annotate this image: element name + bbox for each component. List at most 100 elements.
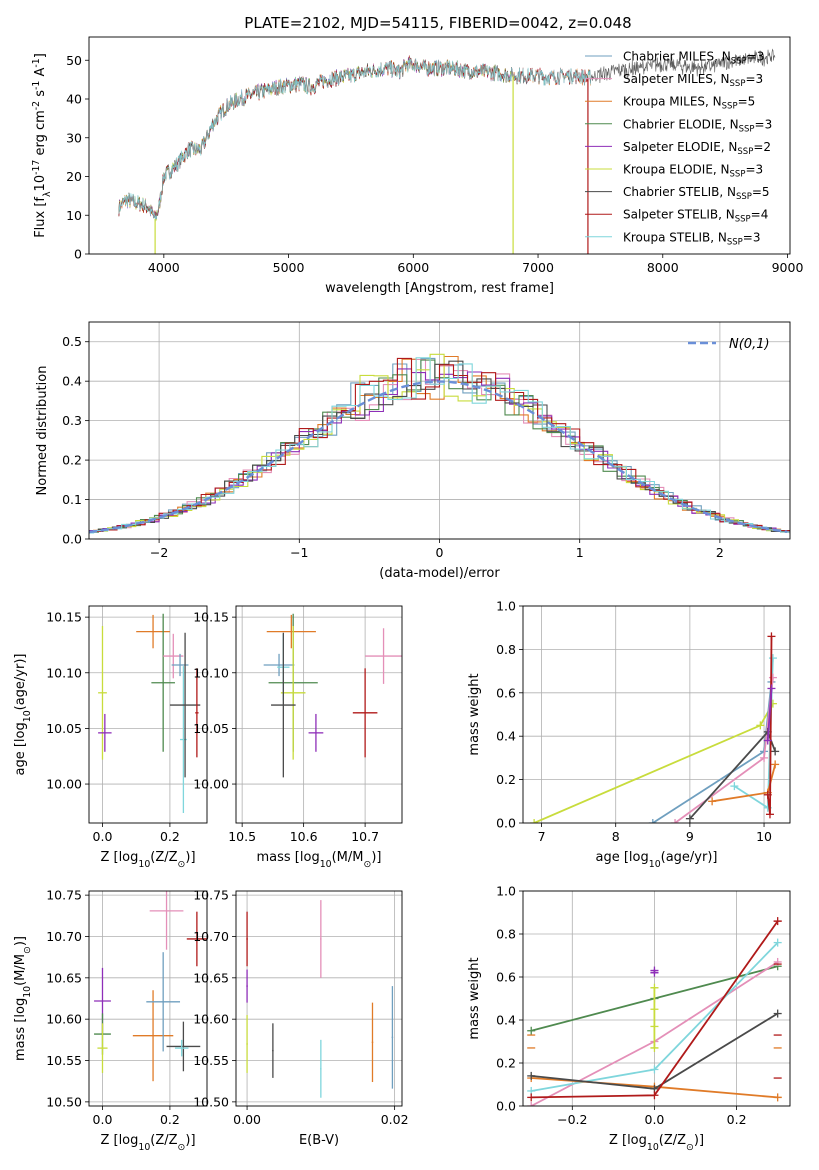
legend-entry: Chabrier MILES, NSSP=3 [623, 50, 764, 67]
y-tick-label: 30 [66, 130, 82, 145]
gaussian-curve [89, 380, 788, 534]
legend-text: Salpeter MILES, N [623, 72, 730, 86]
spectrum-line [118, 56, 514, 221]
y-tick-label: 0.0 [496, 1099, 516, 1114]
label-part: age [log [13, 722, 28, 775]
axes-spectrum: 4000 5000 6000 7000 8000 9000 0 10 20 30 40 50 wavel… [31, 36, 803, 296]
label-part: Z [log [100, 1133, 138, 1148]
label-script: λ [42, 191, 53, 197]
x-tick-label: 9 [686, 829, 694, 844]
x-tick-label: 0.0 [645, 1112, 665, 1127]
axes-weight_vs_Z: −0.2 0.0 0.2 0.0 0.2 0.4 0.6 0.8 1.0 Z [log10​(Z/… [467, 884, 791, 1153]
x-tick-label: −2 [150, 545, 168, 560]
y-tick-label: 10.50 [193, 1094, 229, 1109]
axes-mass_vs_EBV: 0.00 0.02 10.50 10.55 10.60 10.65 10.70 10.75 E(… [193, 888, 408, 1148]
label-script: ⊙ [178, 859, 186, 870]
legend-entry: Salpeter ELODIE, NSSP=2 [623, 140, 771, 157]
x-tick-label: 1 [576, 545, 584, 560]
y-tick-label: 10.15 [193, 610, 229, 625]
spectrum-line [118, 57, 591, 222]
x-tick-label: 0 [436, 545, 444, 560]
label-script: -2 [31, 101, 42, 110]
label-part: erg cm [33, 110, 48, 159]
axes-frame [88, 890, 208, 1107]
y-tick-label: 10.50 [46, 1094, 82, 1109]
y-tick-label: 40 [66, 92, 82, 107]
label-part: )] [13, 936, 28, 946]
legend-n: =2 [753, 140, 771, 154]
legend-entry: Kroupa MILES, NSSP=5 [623, 95, 755, 112]
y-tick-label: 50 [66, 53, 82, 68]
x-tick-label: 8 [612, 829, 620, 844]
label-part: Normed distribution [35, 366, 50, 496]
x-axis-label: mass [log10​(M/M⊙​)] [257, 850, 382, 870]
x-tick-label: 5000 [273, 260, 305, 275]
legend-n: =3 [747, 50, 765, 64]
label-part: E(B-V) [299, 1133, 339, 1148]
legend-n: =3 [745, 163, 763, 177]
weight-line [766, 688, 773, 741]
plots-layer: 4000 5000 6000 7000 8000 900001020304050wavel… [13, 36, 803, 1153]
label-part: A [33, 68, 48, 81]
x-tick-label: 10.7 [351, 829, 379, 844]
y-tick-label: 10.55 [193, 1053, 229, 1068]
y-tick-label: 10.75 [46, 888, 82, 903]
label-script: -17 [31, 160, 42, 175]
label-part: Z [log [609, 1133, 647, 1148]
x-tick-label: 2 [716, 545, 724, 560]
plot-area-age_vs_mass [263, 613, 402, 778]
y-tick-label: 0.8 [496, 927, 516, 942]
legend-n: =3 [745, 72, 763, 86]
plot-area-residuals [89, 353, 790, 535]
legend-entry: N(0,1) [729, 337, 770, 352]
legend-entry: Salpeter MILES, NSSP=3 [623, 72, 763, 89]
legend-sub: SSP [730, 170, 746, 180]
histogram-series [89, 359, 790, 533]
y-tick-label: 10.60 [193, 1012, 229, 1027]
label-script: 10 [22, 986, 33, 998]
plot-area-mass_vs_EBV [246, 900, 394, 1098]
legend-entry: Kroupa STELIB, NSSP=3 [623, 230, 761, 247]
label-script: 10 [138, 1142, 150, 1153]
y-tick-label: 10 [66, 208, 82, 223]
x-tick-label: 10.5 [228, 829, 256, 844]
y-tick-label: 10.75 [193, 888, 229, 903]
axes-frame [522, 890, 791, 1107]
x-axis-label: wavelength [Angstrom, rest frame] [325, 281, 554, 296]
legend-sub: SSP [737, 147, 753, 157]
axes-frame [88, 321, 791, 540]
x-tick-label: 7000 [522, 260, 554, 275]
axes-age_vs_mass: 10.5 10.6 10.7 10.00 10.05 10.10 10.15 mass [lo… [193, 605, 403, 870]
x-tick-label: 8000 [647, 260, 679, 275]
axes-frame [235, 890, 403, 1107]
legend-n: =5 [738, 95, 756, 109]
weight-line [689, 730, 777, 820]
label-part: 10 [33, 175, 48, 192]
label-part: (Z/Z [150, 850, 177, 865]
y-tick-label: 10.15 [46, 610, 82, 625]
label-script: 10 [649, 859, 661, 870]
plot-area-weight_vs_age [530, 632, 780, 823]
label-part: (age/yr)] [13, 654, 28, 711]
label-part: age [log [596, 850, 649, 865]
x-tick-label: 10 [756, 829, 772, 844]
residual-legend: N(0,1) [688, 337, 770, 352]
axes-mass_vs_Z: 0.0 0.2 10.50 10.55 10.60 10.65 10.70 10.75 Z [l… [13, 888, 208, 1153]
histogram-series [89, 360, 790, 533]
x-axis-label: age [log10​(age/yr)] [596, 850, 718, 870]
x-tick-label: −1 [290, 545, 308, 560]
x-tick-label: 10.6 [290, 829, 318, 844]
x-tick-label: 0.0 [93, 829, 113, 844]
y-tick-label: 10.05 [46, 721, 82, 736]
label-part: (Z/Z [150, 1133, 177, 1148]
label-script: 10 [138, 859, 150, 870]
legend-entry: Kroupa ELODIE, NSSP=3 [623, 163, 763, 180]
legend-n: =3 [743, 230, 761, 244]
label-part: ] [33, 53, 48, 58]
y-tick-label: 0.8 [496, 642, 516, 657]
x-tick-label: 6000 [397, 260, 429, 275]
legend-sub: SSP [727, 237, 743, 247]
x-tick-label: 0.2 [160, 1112, 180, 1127]
